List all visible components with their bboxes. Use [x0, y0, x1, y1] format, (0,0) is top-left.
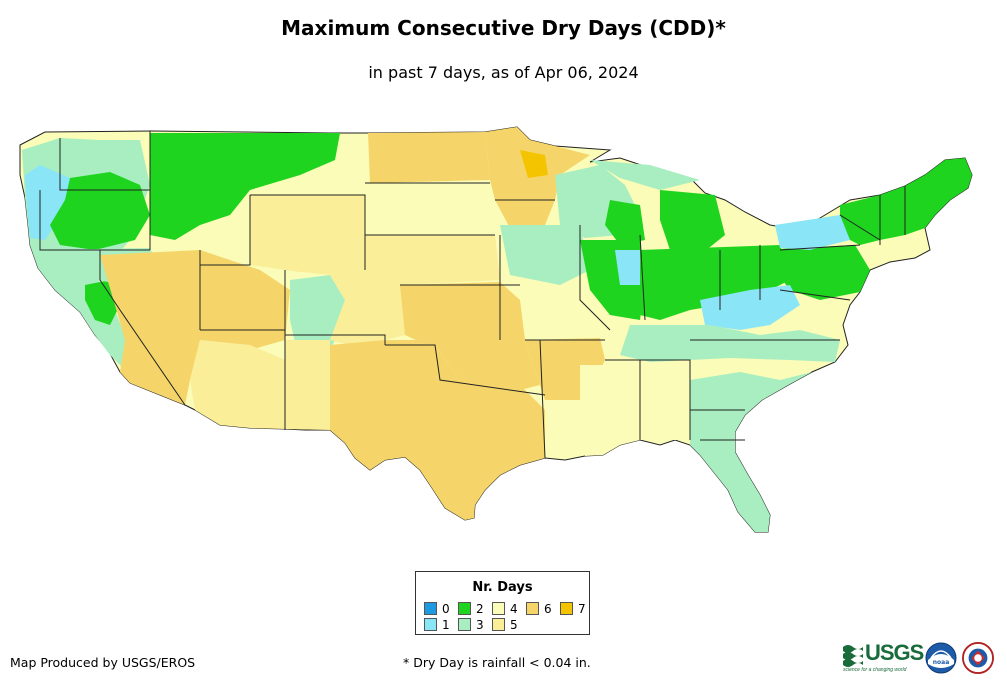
noaa-logo-icon: noaa [925, 642, 957, 674]
region-kansas-orange [400, 282, 525, 342]
legend-label: 3 [476, 618, 484, 632]
legend: Nr. Days 0 1 2 3 4 5 6 7 [415, 571, 590, 635]
region-az-yellow [190, 340, 285, 429]
region-wisconsin-green [605, 200, 645, 245]
region-tn-lightgreen [620, 325, 840, 362]
legend-label: 1 [442, 618, 450, 632]
nws-logo-icon [962, 642, 994, 674]
region-oklahoma-orange [385, 340, 540, 390]
region-montana-green [150, 133, 340, 240]
region-ohio-valley-green [640, 245, 790, 320]
legend-item-6: 6 [526, 602, 552, 616]
region-california-coast [38, 262, 130, 370]
legend-swatch [492, 618, 505, 631]
region-nw-green [50, 172, 150, 250]
region-mn-orange7 [520, 150, 548, 178]
region-michigan-green [660, 190, 725, 255]
legend-item-5: 5 [492, 618, 518, 632]
legend-item-0: 0 [424, 602, 450, 616]
usgs-wave-icon [843, 645, 863, 667]
legend-label: 5 [510, 618, 518, 632]
credit-text: Map Produced by USGS/EROS [10, 655, 196, 670]
region-illinois-cyan [615, 250, 640, 285]
legend-item-4: 4 [492, 602, 518, 616]
legend-label: 2 [476, 602, 484, 616]
dry-day-footnote: * Dry Day is rainfall < 0.04 in. [403, 655, 591, 670]
legend-swatch [458, 618, 471, 631]
legend-label: 0 [442, 602, 450, 616]
region-gulf-pale [580, 365, 690, 456]
state-boundaries [39, 131, 906, 459]
region-iowa-lightgreen [500, 225, 590, 285]
legend-label: 6 [544, 602, 552, 616]
legend-swatch [492, 602, 505, 615]
legend-swatch [424, 602, 437, 615]
noaa-logo-text: noaa [933, 659, 950, 666]
legend-item-2: 2 [458, 602, 484, 616]
region-upper-michigan-lightgreen [590, 160, 700, 190]
legend-item-1: 1 [424, 618, 450, 632]
region-southwest-yellow [100, 250, 290, 405]
legend-label: 7 [578, 602, 586, 616]
map-subtitle: in past 7 days, as of Apr 06, 2024 [368, 63, 639, 82]
region-nebraska-yellow [365, 235, 500, 285]
legend-swatch [424, 618, 437, 631]
legend-swatch [560, 602, 573, 615]
legend-swatch [458, 602, 471, 615]
region-north-dakota-orange [368, 132, 490, 183]
region-colorado-yellow [285, 270, 405, 345]
region-southeast-lightgreen [690, 372, 812, 532]
map-title: Maximum Consecutive Dry Days (CDD)* [281, 16, 726, 40]
legend-label: 4 [510, 602, 518, 616]
usgs-wordmark: USGS [865, 640, 924, 665]
region-wyoming-light [250, 195, 365, 272]
legend-title: Nr. Days [472, 580, 533, 595]
region-nm-yellow [285, 340, 330, 430]
legend-item-7: 7 [560, 602, 586, 616]
region-minnesota-orange [485, 127, 590, 228]
legend-item-3: 3 [458, 618, 484, 632]
region-ny-cyan [775, 215, 850, 250]
region-northeast-green [840, 158, 972, 245]
usgs-tagline: science for a changing world [843, 667, 907, 673]
region-ohio-cyan [700, 285, 800, 330]
usgs-logo: USGS science for a changing world [843, 640, 924, 674]
legend-swatch [526, 602, 539, 615]
region-pnw-cyan [25, 165, 70, 240]
